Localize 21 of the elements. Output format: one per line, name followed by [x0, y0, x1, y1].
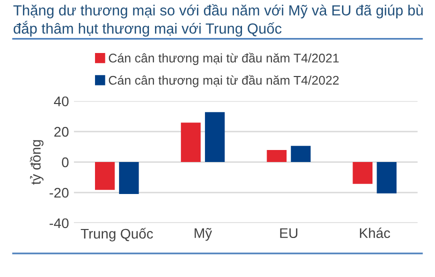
x-tick-label: Mỹ — [194, 228, 212, 241]
y-axis-title: tỷ đồng — [30, 140, 44, 185]
chart-title: Thặng dư thương mại so với đầu năm với Mỹ và EU đã giúp bù đắp thâm hụt thương mại với Trung Quốc — [13, 4, 423, 37]
bar — [95, 162, 115, 190]
bar — [352, 162, 372, 184]
legend-label: Cán cân thương mại từ đầu năm T4/2022 — [108, 75, 339, 88]
bar — [204, 112, 225, 162]
x-tick-label: Trung Quốc — [80, 228, 153, 242]
x-tick-label: Khác — [360, 228, 390, 238]
x-tick-label: EU — [280, 228, 298, 238]
y-tick-label: -20 — [50, 188, 69, 198]
bar — [180, 122, 201, 162]
bar — [376, 162, 397, 194]
y-tick-label: -40 — [50, 218, 69, 228]
y-tick-label: 20 — [54, 126, 69, 137]
legend-label: Cán cân thương mại từ đầu năm T4/2021 — [108, 52, 339, 65]
y-tick-label: 0 — [62, 157, 69, 168]
bar — [119, 162, 139, 194]
bar — [290, 146, 311, 162]
bar — [266, 150, 287, 162]
y-tick-label: 40 — [54, 96, 69, 106]
